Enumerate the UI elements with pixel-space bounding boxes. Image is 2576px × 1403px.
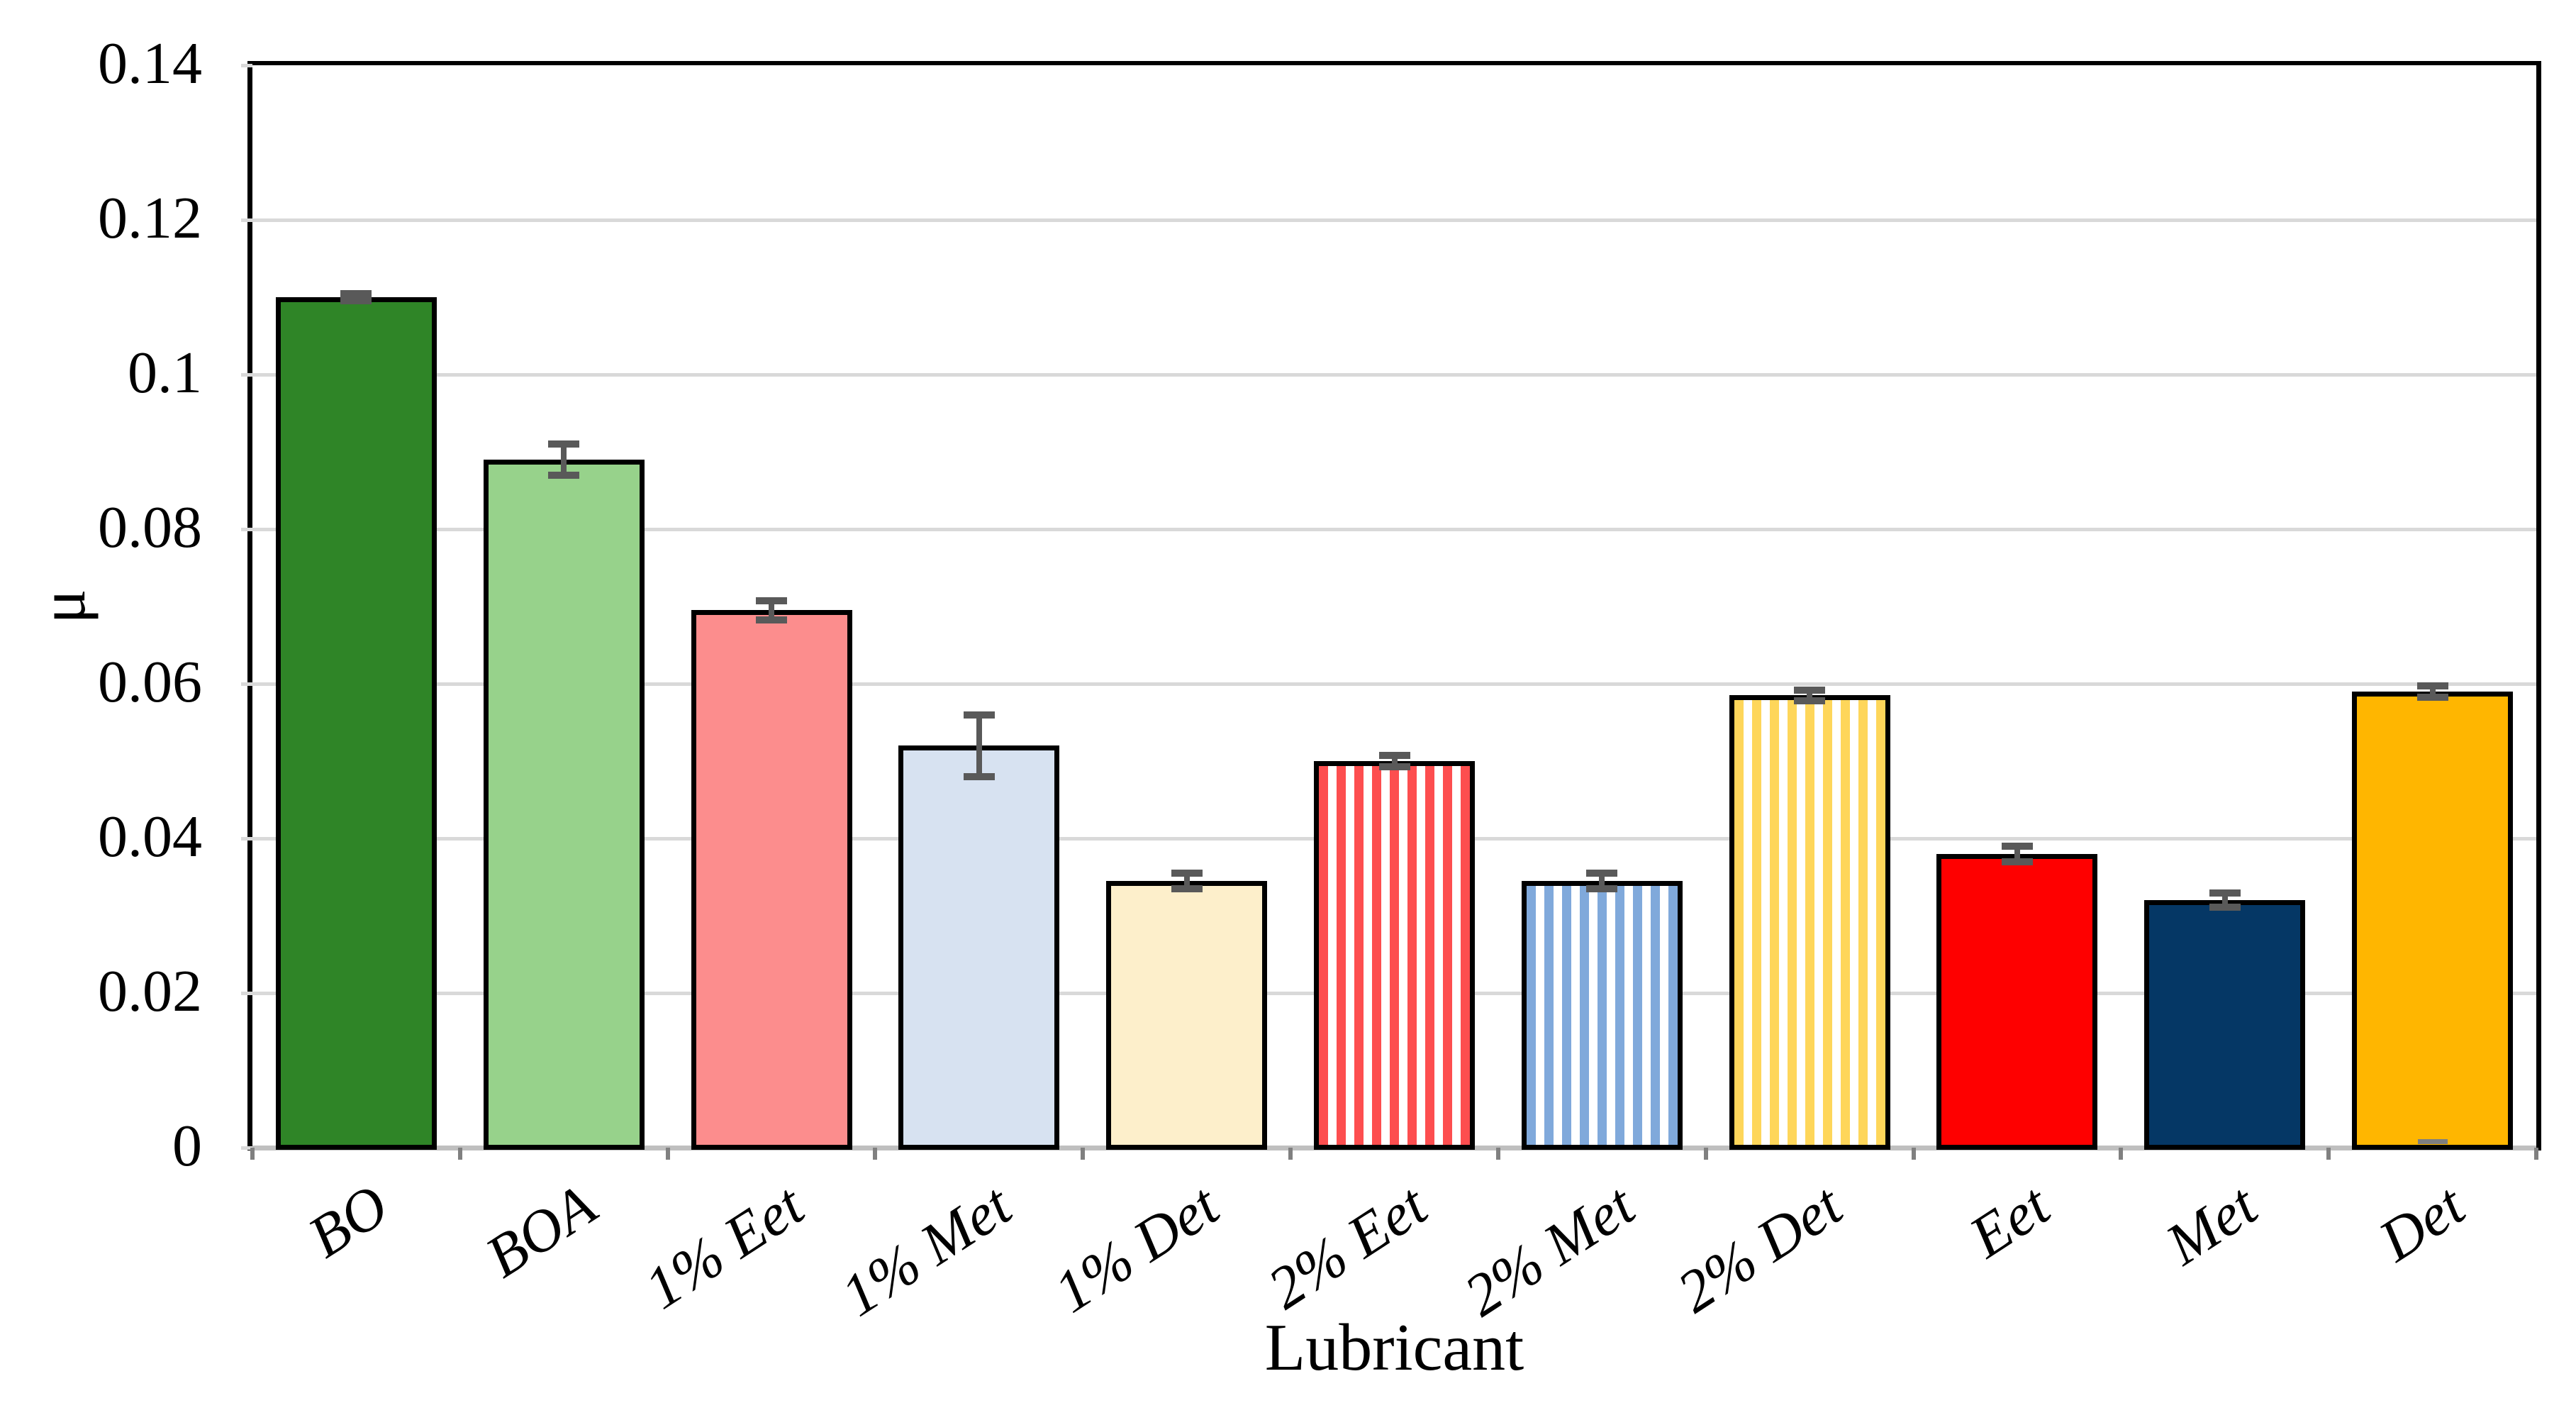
error-bar-line xyxy=(353,293,359,301)
x-axis-title: Lubricant xyxy=(1264,1311,1524,1385)
error-bar-line xyxy=(561,444,567,475)
x-tick-label: Det xyxy=(2368,1172,2477,1275)
error-bar-cap-bottom xyxy=(548,471,580,479)
bar-met xyxy=(2144,900,2306,1150)
y-tick-label: 0.02 xyxy=(98,958,202,1024)
x-axis-tick xyxy=(1703,1148,1708,1160)
error-bar-line xyxy=(976,714,982,777)
error-bar-cap-bottom xyxy=(756,616,788,623)
y-tick-label: 0 xyxy=(172,1113,202,1179)
error-bar-cap-top xyxy=(1378,752,1410,760)
gridline xyxy=(252,218,2536,222)
error-bar-line xyxy=(1599,873,1605,889)
y-axis-tick xyxy=(241,528,252,531)
error-bar-line xyxy=(1391,755,1398,767)
y-axis-tick xyxy=(241,373,252,377)
x-axis-tick xyxy=(457,1148,462,1160)
plot-frame-right xyxy=(2536,61,2541,1150)
error-bar-line xyxy=(2429,686,2436,697)
plot-frame-top xyxy=(247,61,2541,65)
error-bar-cap-top xyxy=(1794,686,1826,694)
x-axis-tick xyxy=(1911,1148,1916,1160)
error-bar-line xyxy=(769,601,775,620)
bar-eet xyxy=(1936,853,2098,1150)
x-tick-label: Met xyxy=(2155,1172,2269,1278)
bar-1-eet xyxy=(691,610,852,1150)
error-bar-cap-top xyxy=(340,289,372,297)
error-bar-cap-bottom xyxy=(963,772,995,780)
x-axis-tick xyxy=(2534,1148,2538,1160)
y-axis-tick xyxy=(241,218,252,222)
bar-2-det xyxy=(1729,695,1890,1150)
error-bar-cap-bottom xyxy=(2416,693,2448,701)
error-bar-cap-top xyxy=(1586,870,1618,877)
y-tick-label: 0.04 xyxy=(98,804,202,870)
y-axis-tick xyxy=(241,837,252,841)
bar-1-det xyxy=(1106,880,1268,1150)
x-axis-tick xyxy=(2119,1148,2124,1160)
error-bar-cap-top xyxy=(2001,842,2033,850)
gridline xyxy=(252,682,2536,686)
x-tick-label: 1% Met xyxy=(830,1172,1023,1329)
error-bar-line xyxy=(2221,893,2228,907)
x-axis-tick xyxy=(2326,1148,2331,1160)
y-axis-tick xyxy=(241,64,252,67)
x-tick-label: Eet xyxy=(1958,1172,2061,1271)
plot-frame-left xyxy=(247,61,252,1150)
x-axis-tick xyxy=(1288,1148,1293,1160)
error-bar-cap-top xyxy=(2209,889,2241,897)
error-bar-cap-bottom xyxy=(1171,884,1203,892)
error-bar-cap-bottom xyxy=(1378,762,1410,770)
error-bar-cap-bottom xyxy=(2209,904,2241,911)
error-bar-cap-top xyxy=(963,711,995,719)
bar-2-eet xyxy=(1314,761,1475,1150)
error-bar-cap-top xyxy=(2416,682,2448,690)
y-tick-label: 0.12 xyxy=(98,185,202,251)
error-bar-line xyxy=(1807,689,1813,701)
error-bar-cap-bottom xyxy=(340,297,372,305)
x-tick-label: 1% Det xyxy=(1043,1172,1231,1326)
x-axis-tick xyxy=(1081,1148,1086,1160)
error-bar-cap-top xyxy=(1171,870,1203,877)
bar-bo xyxy=(275,297,437,1150)
x-tick-label: 2% Det xyxy=(1666,1172,1853,1326)
bar-boa xyxy=(483,459,645,1150)
x-axis-tick xyxy=(665,1148,670,1160)
error-bar-cap-bottom xyxy=(1586,884,1618,892)
x-tick-label: BOA xyxy=(474,1172,608,1291)
x-tick-label: 2% Eet xyxy=(1256,1172,1439,1322)
error-bar-cap-top xyxy=(548,440,580,448)
y-axis-tick xyxy=(241,992,252,995)
y-tick-label: 0.08 xyxy=(98,494,202,560)
x-tick-label: BO xyxy=(297,1172,400,1271)
y-tick-label: 0.06 xyxy=(98,649,202,715)
bar-2-met xyxy=(1521,880,1683,1150)
y-axis-tick xyxy=(241,1146,252,1150)
y-axis-title: μ xyxy=(26,589,99,624)
x-axis-tick xyxy=(1495,1148,1500,1160)
y-tick-label: 0.1 xyxy=(128,340,202,406)
y-tick-label: 0.14 xyxy=(98,30,202,96)
x-axis-tick xyxy=(873,1148,878,1160)
gridline xyxy=(252,528,2536,531)
error-bar-line xyxy=(1183,873,1190,889)
error-bar-line xyxy=(2014,845,2020,862)
x-tick-label: 1% Eet xyxy=(633,1172,815,1322)
gridline xyxy=(252,373,2536,377)
bar-det xyxy=(2352,691,2514,1150)
baseline-dash xyxy=(2417,1139,2448,1144)
x-tick-label: 2% Met xyxy=(1453,1172,1646,1329)
y-axis-tick xyxy=(241,682,252,686)
x-axis-tick xyxy=(250,1148,255,1160)
bar-1-met xyxy=(898,745,1060,1150)
error-bar-cap-top xyxy=(756,597,788,605)
error-bar-cap-bottom xyxy=(2001,858,2033,865)
error-bar-cap-bottom xyxy=(1794,697,1826,704)
